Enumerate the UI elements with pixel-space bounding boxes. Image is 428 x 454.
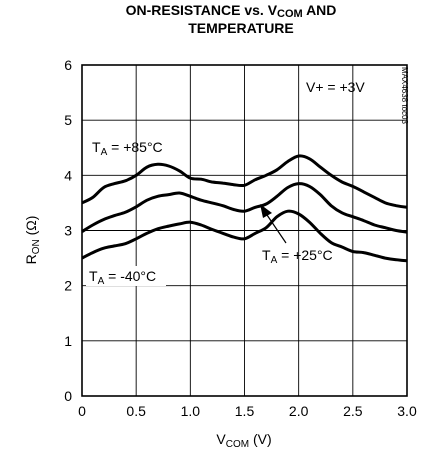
- x-tick-label: 3.0: [397, 403, 417, 419]
- part-id-label: MAX4638 toc03: [400, 67, 409, 124]
- label-t25: TA = +25°C: [262, 247, 333, 266]
- label-tm40-bg: [86, 266, 166, 286]
- x-axis-label: VCOM (V): [216, 431, 271, 450]
- supply-voltage-label: V+ = +3V: [306, 79, 365, 95]
- x-tick-label: 2.5: [343, 403, 363, 419]
- y-tick-label: 4: [64, 167, 72, 183]
- chart-title-line2: TEMPERATURE: [188, 20, 294, 36]
- x-tick-label: 0.5: [126, 403, 146, 419]
- x-tick-label: 1.5: [235, 403, 255, 419]
- y-axis-label: RON (Ω): [23, 216, 42, 265]
- y-tick-labels: 0 1 2 3 4 5 6: [64, 57, 72, 404]
- label-tm40: TA = -40°C: [89, 268, 156, 287]
- y-tick-label: 6: [64, 57, 72, 73]
- y-tick-label: 5: [64, 112, 72, 128]
- x-tick-label: 1.0: [181, 403, 201, 419]
- series-line-minus40c: [81, 209, 408, 263]
- label-t85: TA = +85°C: [92, 139, 163, 158]
- chart-title-line1: ON-RESISTANCE vs. VCOM AND: [126, 2, 337, 20]
- x-tick-label: 2.0: [289, 403, 309, 419]
- grid: [82, 65, 407, 396]
- arrow-t25-head: [260, 204, 272, 218]
- y-tick-label: 3: [64, 223, 72, 239]
- y-tick-label: 0: [64, 388, 72, 404]
- x-tick-label: 0: [78, 403, 86, 419]
- y-tick-label: 1: [64, 333, 72, 349]
- y-tick-label: 2: [64, 278, 72, 294]
- series-line-25c: [81, 182, 408, 234]
- series-group: [81, 154, 408, 263]
- arrow-t25-line: [264, 211, 287, 244]
- series-line-85c: [81, 154, 408, 209]
- x-tick-labels: 0 0.5 1.0 1.5 2.0 2.5 3.0: [78, 403, 417, 419]
